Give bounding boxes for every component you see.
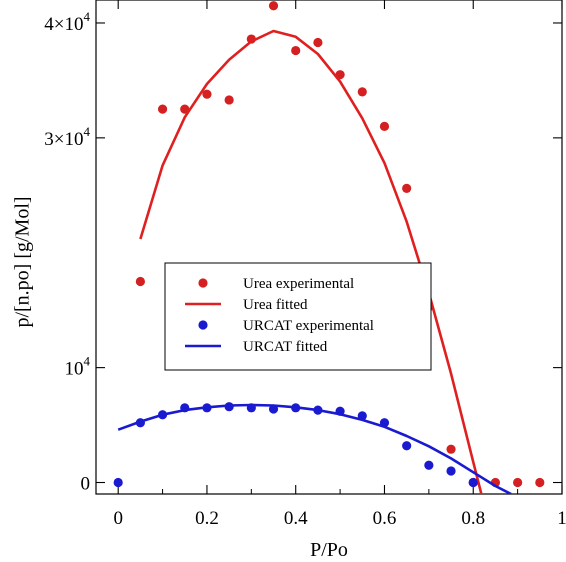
x-axis-ticks: 0 0.2 0.4 0.6 0.8 1: [113, 0, 566, 529]
series-line-1: [139, 29, 483, 494]
x-axis-label: P/Po: [310, 539, 348, 561]
legend-entry-label: URCAT fitted: [243, 339, 328, 355]
y-tick-label: 0: [81, 474, 91, 495]
y-axis-ticks: 0 104 3×104 4×104: [44, 9, 562, 495]
x-tick-label: 0.2: [195, 508, 219, 529]
legend: Urea experimental Urea fitted URCAT experi…: [164, 262, 432, 371]
y-axis-label: p/[n.po] [g/Mol]: [12, 196, 34, 327]
data-point-0: [446, 444, 456, 454]
data-point-0: [513, 477, 523, 488]
data-point-0: [291, 45, 301, 56]
series-line-3: [117, 403, 512, 494]
data-point-0: [202, 89, 212, 99]
legend-entry-label: Urea fitted: [243, 297, 308, 313]
data-point-0: [135, 276, 145, 287]
legend-entry-label: URCAT experimental: [243, 318, 374, 334]
y-tick-label: 4×104: [44, 9, 90, 35]
data-point-0: [535, 477, 545, 488]
data-point-0: [357, 87, 367, 97]
data-point-0: [379, 121, 390, 131]
data-point-0: [157, 104, 168, 114]
legend-marker-swatch: [198, 278, 208, 288]
data-point-0: [224, 95, 234, 105]
data-point-2: [402, 441, 412, 451]
x-tick-label: 0.4: [284, 508, 308, 529]
plot-frame: [95, 0, 563, 495]
x-tick-label: 0.6: [373, 508, 397, 529]
data-point-0: [313, 37, 323, 48]
series-layer: [113, 1, 545, 494]
data-point-2: [446, 466, 456, 476]
x-tick-label: 1: [557, 508, 566, 529]
legend-marker-swatch: [198, 320, 208, 330]
data-point-2: [113, 477, 123, 488]
data-point-0: [402, 183, 412, 194]
y-tick-label: 3×104: [44, 124, 90, 150]
data-point-0: [268, 1, 279, 11]
y-tick-label: 104: [65, 354, 91, 380]
legend-entry-label: Urea experimental: [243, 276, 354, 292]
legend-box: [164, 262, 432, 371]
data-point-2: [424, 460, 434, 470]
x-tick-label: 0: [113, 508, 123, 529]
data-point-2: [468, 477, 478, 488]
x-tick-label: 0.8: [461, 508, 485, 529]
data-point-0: [180, 104, 190, 114]
